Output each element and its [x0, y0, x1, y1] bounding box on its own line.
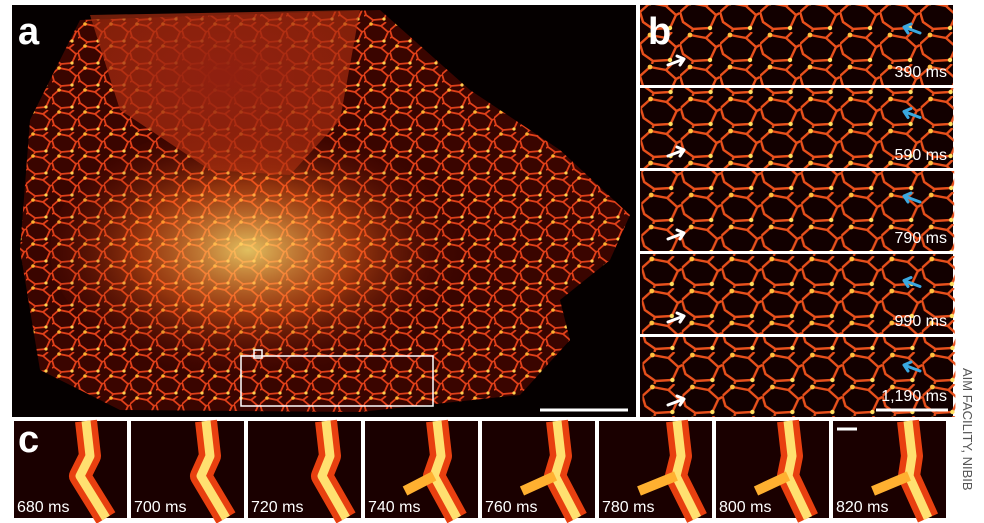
frame: 820 ms [833, 421, 946, 518]
time-label: 760 ms [485, 499, 537, 516]
figure: a 390 ms 590 ms 790 ms 990 ms 1,190 ms 680 m… [0, 0, 984, 523]
frame: 390 ms [640, 5, 953, 85]
time-label: 740 ms [368, 499, 420, 516]
time-label: 790 ms [895, 230, 947, 247]
frame: 780 ms [599, 421, 712, 518]
credit: AIM FACILITY, NIBIB [960, 368, 975, 491]
time-label: 390 ms [895, 64, 947, 81]
panel-a: a [12, 5, 636, 417]
time-label: 800 ms [719, 499, 771, 516]
panel-label: c [18, 419, 39, 461]
frame: 590 ms [640, 88, 954, 168]
time-label: 700 ms [134, 499, 186, 516]
time-label: 720 ms [251, 499, 303, 516]
frame: 1,190 ms [640, 337, 955, 417]
time-label: 780 ms [602, 499, 654, 516]
frame: 760 ms [482, 421, 595, 518]
time-label: 990 ms [895, 313, 947, 330]
frame: 740 ms [365, 421, 478, 518]
panel-c: 680 ms 700 ms 720 ms 740 ms 760 ms 780 ms 800 … [14, 421, 946, 518]
panel-label: a [18, 11, 40, 53]
er-network [642, 337, 955, 417]
frame: 990 ms [640, 254, 955, 334]
frame: 790 ms [640, 171, 954, 251]
panel-label: b [648, 11, 671, 53]
time-label: 1,190 ms [881, 388, 947, 405]
frame: 720 ms [248, 421, 361, 518]
time-label: 680 ms [17, 499, 69, 516]
frame: 800 ms [716, 421, 829, 518]
time-label: 820 ms [836, 499, 888, 516]
time-label: 590 ms [895, 147, 947, 164]
frame: 700 ms [131, 421, 244, 518]
panel-b: 390 ms 590 ms 790 ms 990 ms 1,190 ms [640, 5, 955, 417]
